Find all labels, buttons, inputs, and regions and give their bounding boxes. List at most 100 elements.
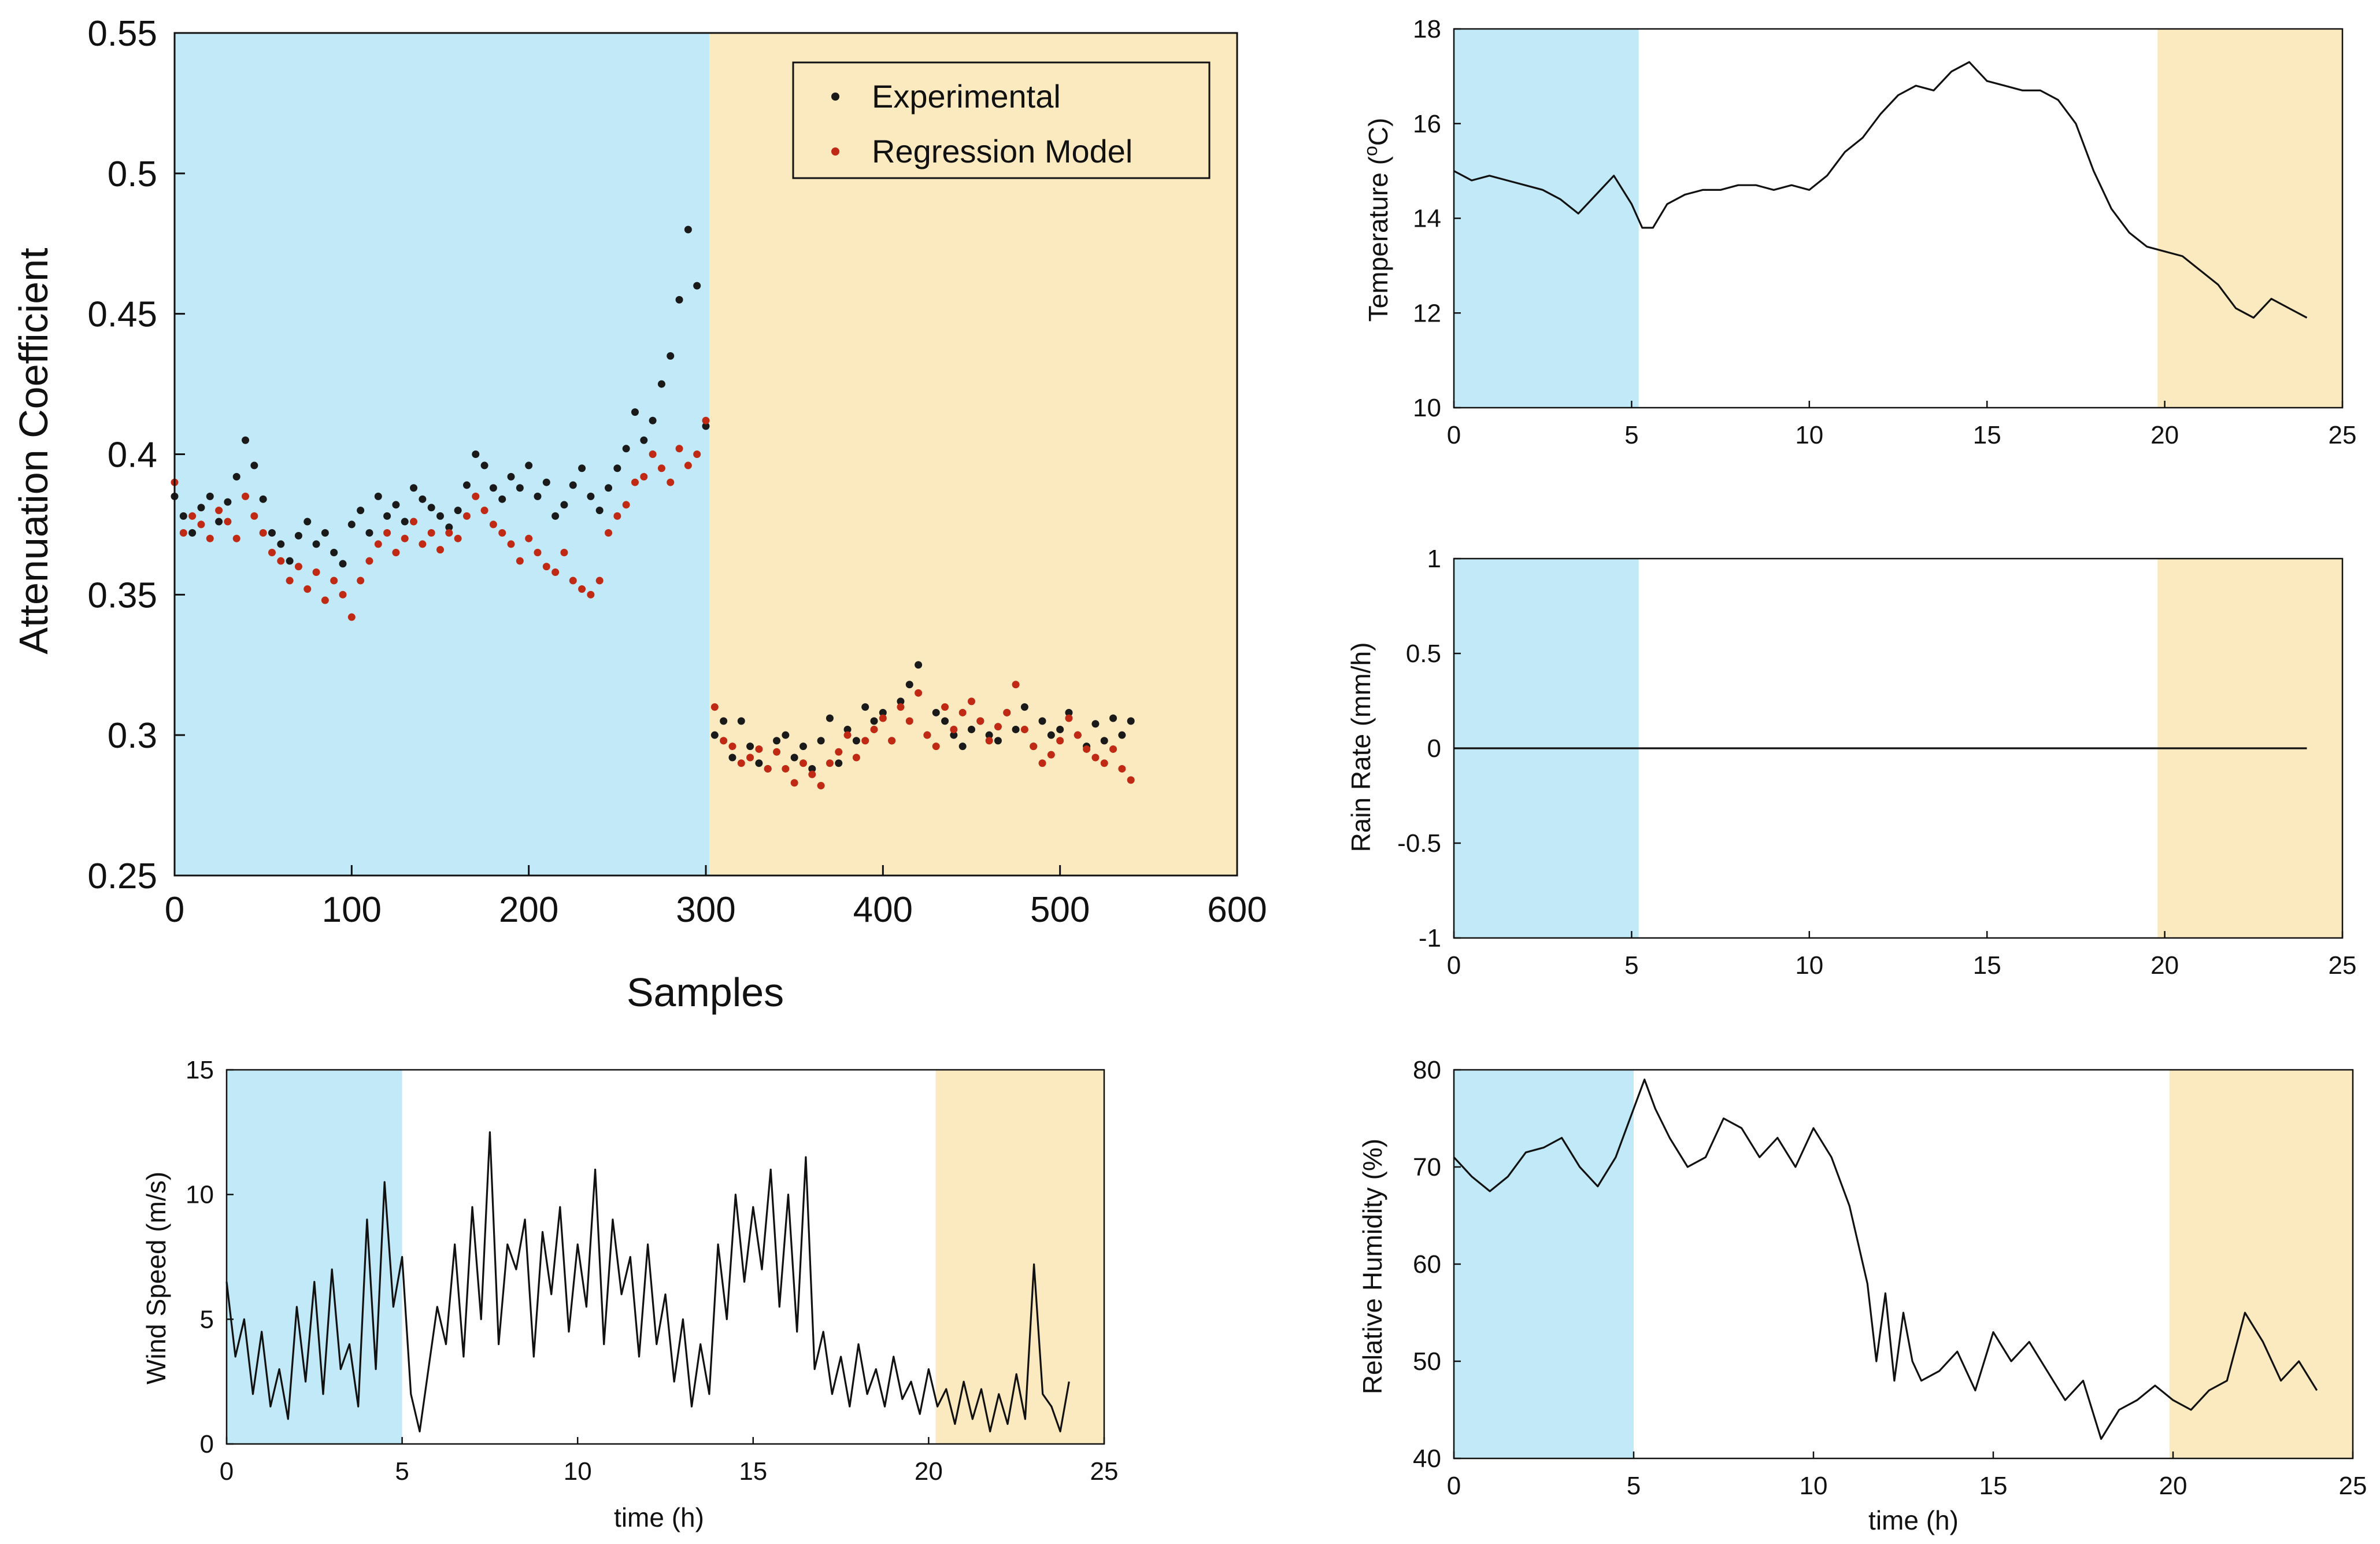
regression-point (542, 563, 550, 571)
experimental-point (1109, 714, 1117, 722)
regression-point (720, 737, 728, 745)
experimental-point (640, 436, 648, 444)
regression-point (843, 731, 852, 739)
experimental-point (737, 717, 745, 725)
attenuation-ytick-label: 0.3 (108, 716, 157, 756)
wind-xtick-label: 0 (220, 1457, 234, 1486)
experimental-point (330, 548, 338, 556)
rain-ticks: 0 5 10 15 20 25 -1 -0.5 0 0.5 1 (1397, 545, 2356, 980)
humidity-marks (1453, 1078, 2318, 1440)
regression-point (1074, 731, 1082, 739)
wind-band-blue (227, 1070, 402, 1444)
wind-ticks: 0 5 10 15 20 25 0 5 10 15 (186, 1056, 1118, 1486)
temperature-xtick-label: 5 (1624, 421, 1638, 449)
experimental-point (613, 464, 621, 472)
regression-point (242, 492, 250, 500)
regression-point (950, 725, 958, 733)
wind-ytick-label: 15 (186, 1056, 214, 1084)
experimental-point (365, 529, 373, 537)
regression-point (277, 557, 285, 565)
wind-axes-frame (225, 1069, 1105, 1445)
legend-marker-experimental (831, 93, 839, 101)
temperature-ytick-label: 16 (1413, 110, 1441, 138)
rain-ylabel: Rain Rate (mm/h) (1346, 642, 1376, 852)
attenuation-ytick-label: 0.45 (87, 295, 157, 335)
experimental-point (782, 731, 790, 739)
rain-xtick-label: 15 (1973, 951, 2001, 980)
regression-point (702, 416, 710, 424)
experimental-point (773, 737, 781, 745)
rain-xtick-label: 10 (1795, 951, 1823, 980)
temperature-xtick-label: 20 (2150, 421, 2179, 449)
wind-ytick-label: 0 (200, 1430, 214, 1458)
humidity-ytick-label: 50 (1413, 1347, 1441, 1376)
regression-point (976, 717, 984, 725)
temperature-bands (1454, 29, 2342, 408)
legend-label-experimental: Experimental (872, 78, 1061, 114)
temperature-ytick-label: 14 (1413, 205, 1441, 233)
temperature-xtick-label: 0 (1447, 421, 1461, 449)
experimental-point (498, 495, 506, 503)
regression-point (755, 745, 763, 753)
experimental-point (489, 484, 497, 492)
experimental-point (595, 507, 604, 515)
attenuation-ytick-label: 0.4 (108, 435, 157, 475)
regression-point (1109, 745, 1117, 753)
experimental-point (622, 445, 630, 453)
experimental-point (569, 481, 577, 489)
experimental-point (383, 512, 391, 520)
wind-panel: 0 5 10 15 20 25 0 5 10 15 time (h) Wind Speed (m/… (141, 1056, 1118, 1532)
experimental-point (1091, 720, 1100, 728)
experimental-point (339, 560, 347, 568)
experimental-point (702, 422, 710, 430)
temperature-ylabel: Temperature (oC) (1360, 118, 1393, 322)
attenuation-xtick-label: 400 (853, 890, 913, 930)
regression-point (595, 577, 604, 585)
experimental-point (1127, 717, 1135, 725)
experimental-point (1056, 725, 1064, 733)
regression-point (1091, 753, 1100, 762)
rain-xtick-label: 5 (1624, 951, 1638, 980)
regression-point (852, 753, 860, 762)
humidity-xtick-label: 5 (1627, 1472, 1641, 1500)
experimental-point (728, 753, 736, 762)
experimental-point (232, 472, 240, 481)
experimental-point (224, 498, 232, 506)
experimental-point (516, 484, 524, 492)
regression-point (374, 540, 382, 548)
regression-point (259, 529, 267, 537)
regression-point (294, 563, 302, 571)
experimental-point (347, 520, 356, 529)
regression-point (808, 770, 816, 778)
experimental-point (941, 717, 949, 725)
regression-point (649, 450, 657, 458)
legend-label-regression: Regression Model (872, 133, 1132, 169)
experimental-point (472, 450, 480, 458)
regression-point (879, 714, 887, 722)
regression-point (472, 492, 480, 500)
regression-point (179, 529, 187, 537)
regression-point (410, 518, 418, 526)
attenuation-xlabel: Samples (627, 970, 784, 1015)
experimental-point (693, 282, 701, 290)
experimental-point (427, 504, 435, 512)
regression-point (232, 534, 240, 542)
temperature-xtick-label: 10 (1795, 421, 1823, 449)
regression-point (1065, 714, 1073, 722)
regression-point (516, 557, 524, 565)
experimental-point (268, 529, 276, 537)
rain-ytick-label: -1 (1419, 924, 1441, 952)
experimental-point (534, 492, 542, 500)
rain-xtick-label: 0 (1447, 951, 1461, 980)
rain-ytick-label: 1 (1427, 545, 1441, 573)
temperature-marks (1453, 61, 2308, 319)
attenuation-ytick-label: 0.25 (87, 856, 157, 896)
regression-point (684, 461, 692, 470)
regression-point (383, 529, 391, 537)
regression-point (1030, 743, 1038, 751)
regression-point (1020, 725, 1028, 733)
experimental-point (915, 661, 923, 669)
temperature-ytick-label: 12 (1413, 299, 1441, 327)
temperature-ytick-label: 18 (1413, 15, 1441, 43)
experimental-point (374, 492, 382, 500)
